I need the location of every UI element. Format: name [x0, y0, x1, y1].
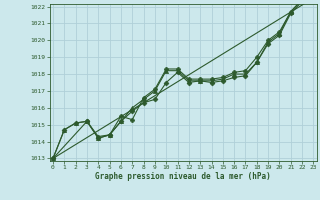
X-axis label: Graphe pression niveau de la mer (hPa): Graphe pression niveau de la mer (hPa)	[95, 172, 271, 181]
